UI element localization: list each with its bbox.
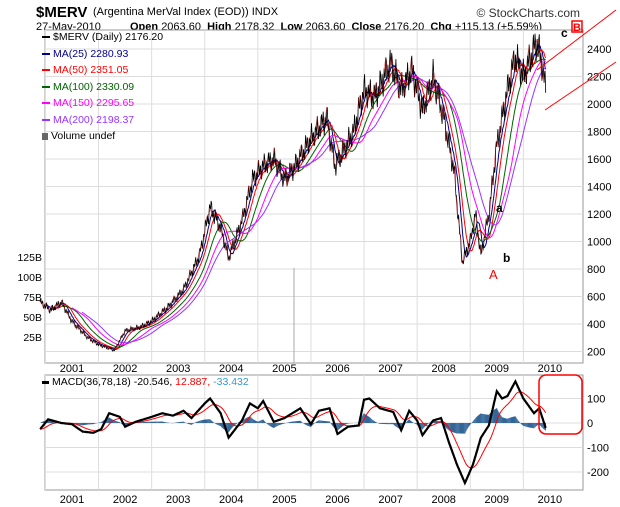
index-name: (Argentina MerVal Index (EOD)) [93,6,249,18]
y-tick-label: 2200 [587,72,611,84]
macd-highlight-box [538,374,583,435]
y-tick-label: 800 [587,264,605,276]
signal-line [40,391,547,469]
legend-label: $MERV (Daily) 2176.20 [53,31,164,43]
y-tick-label: 400 [587,319,605,331]
x-tick-label: 2005 [272,363,296,375]
legend-label: MA(50) 2351.05 [53,64,129,76]
x-tick-label: 2007 [378,363,402,375]
x-tick-label: 2010 [538,363,562,375]
x-tick-label: 2008 [431,494,455,506]
y-tick-label: 1000 [587,237,611,249]
price-bars [39,38,546,350]
legend-label: MA(100) 2330.09 [53,80,135,93]
ma-200-line [81,67,547,344]
y-tick-label: 100 [587,394,605,406]
x-tick-label: 2006 [325,363,349,375]
macd-value: -20.546, [133,376,173,388]
x-tick-label: 2008 [431,363,455,375]
y-tick-label: 2000 [587,99,611,111]
x-tick-label: 2005 [272,494,296,506]
macd-panel [44,374,584,491]
volume-icon [42,132,48,140]
y-tick-label: 200 [587,347,605,359]
annotation-a: a [496,201,503,215]
symbol: $MERV [36,4,88,21]
y-tick-label: 600 [587,292,605,304]
macd-label: MACD(36,78,18) [52,376,131,388]
y-tick-label: -200 [587,467,609,479]
legend-item: Volume undef [42,130,115,142]
legend-label: Volume undef [51,130,116,142]
x-tick-label: 2004 [219,494,243,506]
x-tick-label: 2002 [113,494,137,506]
annotation-B-box [571,20,583,33]
annotation-B: B [573,22,581,34]
legend-swatch [42,85,50,88]
legend-swatch [42,102,50,105]
x-tick-label: 2006 [325,494,349,506]
y-tick-label: 1600 [587,154,611,166]
y-tick-label: 1200 [587,209,611,221]
annotation-A: A [489,267,498,282]
y-tick-label: 2400 [587,44,611,56]
volume-tick-label: 100B [17,272,42,284]
signal-value: 12.887, [175,376,211,388]
legend-item: MA(150) 2295.65 [42,97,134,109]
legend-item: MA(100) 2330.09 [42,81,134,93]
legend-label: MA(200) 2198.37 [53,113,135,126]
legend-swatch [42,52,50,55]
symbol-name: (Argentina MerVal Index (EOD)) INDX [93,6,278,18]
legend-label: MA(25) 2280.93 [53,47,129,60]
x-tick-label: 2003 [166,494,190,506]
legend-swatch [42,69,50,72]
x-tick-label: 2003 [166,363,190,375]
volume-tick-label: 50B [23,312,42,324]
y-tick-label: 1400 [587,182,611,194]
annotation-b: b [503,251,510,265]
legend-item: MA(200) 2198.37 [42,114,134,126]
y-tick-label: 1800 [587,127,611,139]
ma-100-line [61,58,546,348]
macd-legend: MACD(36,78,18) -20.546, 12.887, -33.432 [42,376,249,388]
x-tick-label: 2010 [538,494,562,506]
legend-label: MA(150) 2295.65 [53,97,135,109]
price-line [39,33,547,352]
volume-tick-label: 75B [23,292,42,304]
x-tick-label: 2009 [485,363,509,375]
macd-line [39,378,547,486]
x-tick-label: 2001 [60,363,84,375]
x-tick-label: 2007 [378,494,402,506]
legend-item: MA(50) 2351.05 [42,64,128,76]
x-tick-label: 2002 [113,363,137,375]
ma-150-line [71,60,546,346]
x-tick-label: 2009 [485,494,509,506]
annotation-c: c [561,26,568,40]
volume-tick-label: 125B [17,252,42,264]
y-tick-label: 0 [587,418,593,430]
legend-swatch [42,36,50,39]
x-tick-label: 2004 [219,363,243,375]
x-tick-label: 2001 [60,494,84,506]
trendline-upper [536,9,617,71]
exchange: INDX [251,6,279,18]
brand: © StockCharts.com [476,6,580,20]
legend-swatch [42,118,50,121]
trendline-lower [544,61,617,111]
volume-tick-label: 25B [23,332,42,344]
legend-item: MA(25) 2280.93 [42,48,128,60]
hist-value: -33.432 [213,376,249,388]
y-tick-label: -100 [587,443,609,455]
legend-item: $MERV (Daily) 2176.20 [42,31,163,43]
